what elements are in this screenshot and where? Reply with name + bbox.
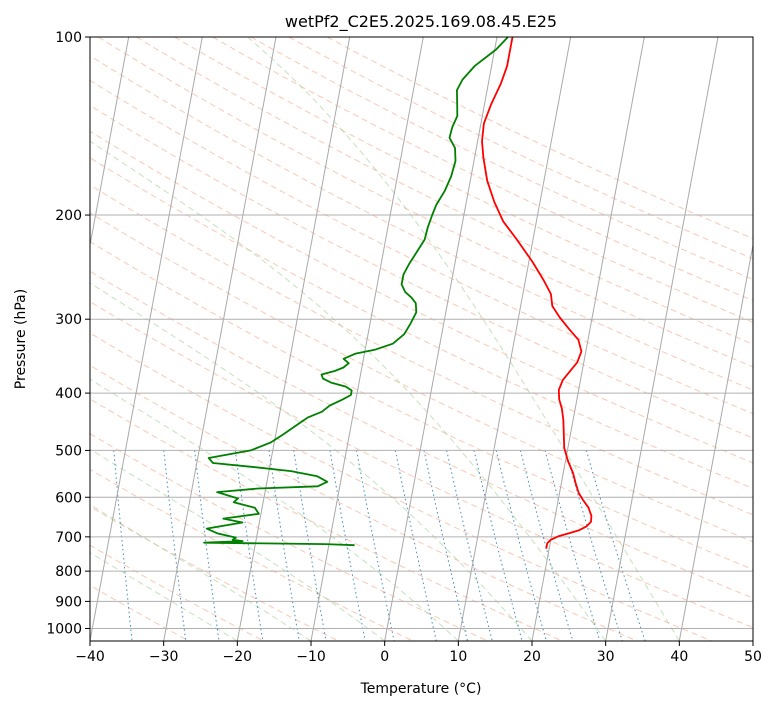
dry-adiabat-line bbox=[98, 37, 753, 368]
series-line bbox=[481, 37, 593, 549]
y-tick-label: 300 bbox=[55, 312, 82, 328]
plot-frame bbox=[89, 36, 754, 642]
mixing-ratio-line bbox=[446, 450, 493, 641]
chart-title: wetPf2_C2E5.2025.169.08.45.E25 bbox=[285, 12, 557, 32]
y-tick-label: 400 bbox=[55, 386, 82, 402]
x-axis-label: Temperature (°C) bbox=[360, 681, 482, 697]
y-tick-label: 700 bbox=[55, 530, 82, 546]
x-tick-label: −20 bbox=[223, 649, 253, 665]
dry-adiabat-line bbox=[90, 104, 753, 439]
isotherm-line bbox=[752, 638, 753, 641]
dry-adiabat-line bbox=[90, 79, 753, 415]
y-tick-label: 500 bbox=[55, 443, 82, 459]
x-tick-label: −10 bbox=[296, 649, 326, 665]
x-tick-label: 10 bbox=[449, 649, 467, 665]
dry-adiabat-line bbox=[288, 37, 753, 260]
x-tick-label: 40 bbox=[670, 649, 688, 665]
dry-adiabat-line bbox=[136, 37, 753, 345]
isotherm-line bbox=[457, 37, 572, 641]
isotherm-line bbox=[236, 37, 351, 641]
x-tick-label: 50 bbox=[744, 649, 762, 665]
isotherm-line bbox=[90, 37, 130, 248]
dry-adiabat-line bbox=[90, 506, 339, 641]
y-tick-label: 900 bbox=[55, 594, 82, 610]
dry-adiabat-line bbox=[90, 184, 753, 516]
dry-adiabat-line bbox=[212, 37, 753, 302]
isotherm-line bbox=[90, 37, 203, 641]
dry-adiabat-line bbox=[90, 130, 753, 464]
dry-adiabat-line bbox=[90, 398, 563, 641]
mixing-ratio-line bbox=[268, 450, 300, 641]
grid-layer bbox=[90, 37, 753, 641]
mixing-ratio-line bbox=[565, 450, 623, 641]
y-tick-label: 200 bbox=[55, 208, 82, 224]
dry-adiabat-line bbox=[90, 433, 488, 641]
dry-adiabat-line bbox=[90, 270, 753, 599]
x-tick-label: 0 bbox=[380, 649, 389, 665]
moist-adiabat-line bbox=[90, 378, 459, 641]
mixing-ratio-line bbox=[234, 450, 264, 641]
isotherm-line bbox=[605, 37, 719, 641]
x-tick-label: 20 bbox=[523, 649, 541, 665]
x-tick-label: 30 bbox=[597, 649, 615, 665]
moist-adiabat-line bbox=[90, 552, 238, 641]
y-tick-label: 100 bbox=[55, 30, 82, 46]
mixing-ratio-line bbox=[113, 450, 133, 641]
dry-adiabat-line bbox=[90, 332, 712, 641]
dry-adiabat-line bbox=[326, 37, 753, 240]
x-tick-label: −30 bbox=[149, 649, 179, 665]
mixing-ratio-line bbox=[423, 450, 468, 641]
isotherm-line bbox=[310, 37, 424, 641]
series-layer bbox=[203, 37, 593, 549]
y-axis-label: Pressure (hPa) bbox=[13, 289, 29, 389]
tick-layer: −40 −30 −20 −10 0 10 20 30 40 50 100 200 300 400 500 60… bbox=[46, 30, 762, 665]
series-line bbox=[203, 37, 509, 547]
dry-adiabat-line bbox=[90, 55, 753, 391]
y-tick-label: 1000 bbox=[46, 621, 82, 637]
mixing-ratio-line bbox=[473, 450, 523, 641]
mixing-ratio-line bbox=[163, 450, 187, 641]
isotherm-line bbox=[384, 37, 498, 641]
dry-adiabat-line bbox=[90, 301, 753, 629]
plot-area-background bbox=[90, 37, 753, 641]
moist-adiabat-line bbox=[90, 140, 607, 641]
mixing-ratio-line bbox=[194, 450, 220, 641]
dry-adiabat-line bbox=[90, 212, 753, 543]
y-tick-label: 600 bbox=[55, 490, 82, 506]
moist-adiabat-line bbox=[90, 448, 385, 641]
isotherm-line bbox=[163, 37, 277, 641]
y-tick-label: 800 bbox=[55, 564, 82, 580]
moist-adiabat-line bbox=[247, 37, 680, 641]
isotherm-line bbox=[678, 242, 753, 641]
x-tick-label: −40 bbox=[75, 649, 105, 665]
